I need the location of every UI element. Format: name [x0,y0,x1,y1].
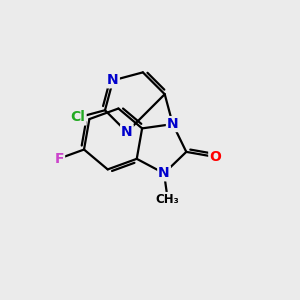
Text: N: N [167,117,178,131]
Text: F: F [55,152,64,166]
Text: Cl: Cl [71,110,86,124]
Text: CH₃: CH₃ [156,193,180,206]
Text: N: N [121,125,133,139]
Text: N: N [107,74,119,87]
Text: N: N [158,166,170,180]
Text: O: O [209,150,221,164]
